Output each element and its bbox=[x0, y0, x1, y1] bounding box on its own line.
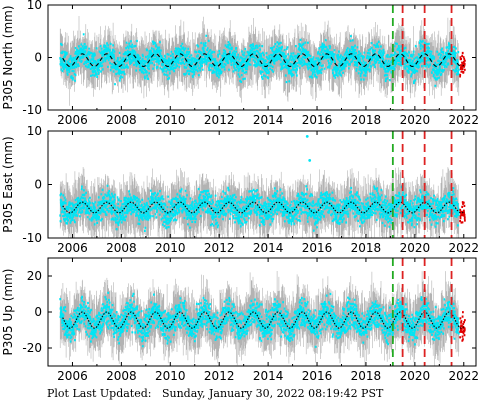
recent-data-points bbox=[459, 51, 466, 78]
y-tick-label: -10 bbox=[22, 103, 42, 117]
plot-last-updated: Plot Last Updated: Sunday, January 30, 2… bbox=[47, 387, 384, 400]
x-tick-label: 2018 bbox=[351, 113, 382, 127]
x-tick-label: 2016 bbox=[302, 241, 333, 255]
y-tick-label: 10 bbox=[27, 124, 42, 138]
error-bars bbox=[59, 271, 460, 366]
x-tick-label: 2010 bbox=[155, 113, 186, 127]
x-tick-label: 2006 bbox=[57, 241, 88, 255]
outlier-point-1 bbox=[305, 134, 309, 138]
x-tick-label: 2008 bbox=[106, 369, 137, 383]
x-tick-label: 2014 bbox=[253, 369, 284, 383]
x-tick-label: 2012 bbox=[204, 369, 235, 383]
y-tick-label: 0 bbox=[34, 305, 42, 319]
y-axis-label: P305 East (mm) bbox=[1, 136, 15, 232]
y-tick-label: 20 bbox=[27, 269, 42, 283]
y-axis-label: P305 Up (mm) bbox=[1, 269, 15, 356]
x-tick-label: 2022 bbox=[448, 113, 479, 127]
y-tick-label: -10 bbox=[22, 231, 42, 245]
recent-data-points bbox=[459, 201, 466, 224]
panel-3: 2006 2008 2010 2012 2014 2016 2018 2020 2022 -20 0… bbox=[1, 257, 479, 383]
x-tick-label: 2008 bbox=[106, 113, 137, 127]
x-tick-label: 2018 bbox=[351, 369, 382, 383]
data-points bbox=[59, 183, 460, 232]
x-tick-label: 2006 bbox=[57, 369, 88, 383]
outlier-point-2 bbox=[308, 159, 312, 162]
x-tick-label: 2022 bbox=[448, 369, 479, 383]
x-tick-label: 2014 bbox=[253, 113, 284, 127]
x-tick-label: 2022 bbox=[448, 241, 479, 255]
x-tick-label: 2012 bbox=[204, 113, 235, 127]
model-curve bbox=[62, 201, 465, 214]
model-curve bbox=[62, 53, 465, 67]
y-axis-label: P305 North (mm) bbox=[1, 5, 15, 109]
x-tick-label: 2008 bbox=[106, 241, 137, 255]
recent-data-points bbox=[459, 311, 466, 342]
data-points bbox=[59, 33, 460, 87]
x-tick-label: 2010 bbox=[155, 369, 186, 383]
model-curve bbox=[62, 311, 465, 329]
x-tick-label: 2012 bbox=[204, 241, 235, 255]
x-tick-label: 2016 bbox=[302, 369, 333, 383]
panel-1: 2006 2008 2010 2012 2014 2016 2018 2020 2022 -10 0… bbox=[1, 0, 479, 127]
x-tick-label: 2006 bbox=[57, 113, 88, 127]
x-tick-label: 2016 bbox=[302, 113, 333, 127]
y-tick-label: 0 bbox=[34, 178, 42, 192]
x-tick-label: 2020 bbox=[400, 369, 431, 383]
y-tick-label: -20 bbox=[22, 341, 42, 355]
x-tick-label: 2020 bbox=[400, 113, 431, 127]
x-tick-label: 2018 bbox=[351, 241, 382, 255]
panel-2: 2006 2008 2010 2012 2014 2016 2018 2020 2022 -10 0… bbox=[1, 124, 479, 255]
x-tick-label: 2010 bbox=[155, 241, 186, 255]
plot-area bbox=[59, 258, 466, 366]
plot-area bbox=[59, 131, 466, 238]
x-tick-label: 2014 bbox=[253, 241, 284, 255]
x-tick-label: 2020 bbox=[400, 241, 431, 255]
y-tick-label: 10 bbox=[27, 0, 42, 12]
y-tick-label: 0 bbox=[34, 51, 42, 65]
plot-area bbox=[59, 5, 466, 110]
